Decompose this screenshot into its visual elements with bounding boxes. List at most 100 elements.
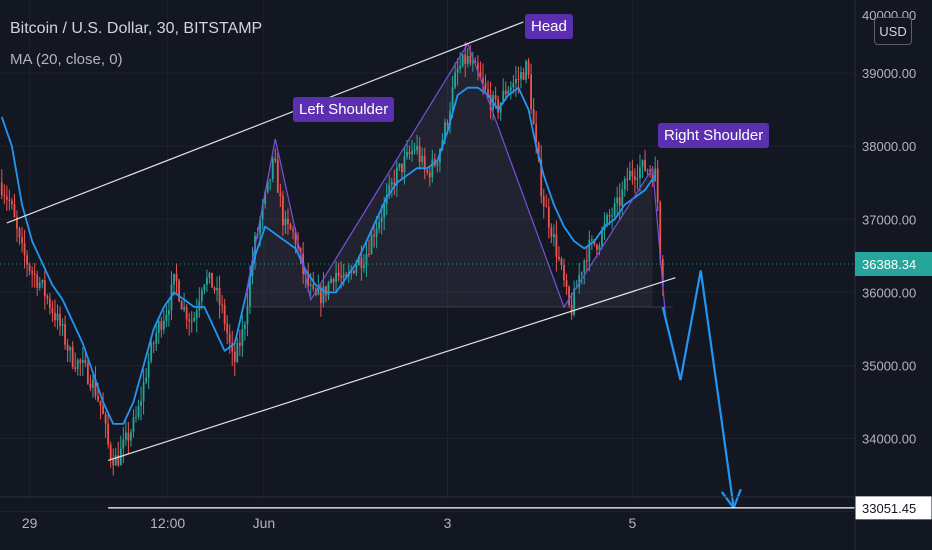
right-shoulder-label: Right Shoulder: [658, 123, 770, 148]
price-tick-label: 39000.00: [862, 66, 916, 81]
candle: [104, 411, 107, 438]
candle: [370, 228, 373, 255]
candle: [94, 366, 97, 400]
candle: [568, 285, 570, 308]
candle: [401, 163, 403, 181]
candle: [21, 227, 23, 253]
candle: [188, 312, 191, 336]
candle: [168, 298, 170, 327]
candle: [130, 428, 132, 447]
candle: [598, 242, 601, 256]
candle-body: [644, 160, 646, 171]
target-price-label: 33051.45: [862, 501, 916, 516]
candle-body: [373, 234, 375, 237]
price-tick-label: 37000.00: [862, 212, 916, 227]
candle: [395, 160, 398, 198]
candle-body: [365, 254, 368, 266]
candle: [71, 341, 74, 370]
candle-body: [271, 158, 274, 180]
candle-body: [104, 414, 107, 424]
pattern-area: [244, 43, 653, 307]
candle: [5, 185, 8, 211]
candle: [43, 270, 46, 310]
currency-button[interactable]: USD: [874, 17, 912, 45]
candle: [423, 147, 426, 180]
candle-body: [175, 273, 178, 281]
candle-body: [157, 321, 160, 334]
candle: [16, 210, 18, 243]
candle-body: [84, 359, 87, 364]
candle: [193, 311, 196, 323]
candle: [59, 306, 61, 336]
candle-body: [621, 189, 624, 206]
candle-body: [469, 56, 472, 64]
candle-body: [26, 255, 28, 265]
candle-body: [216, 287, 218, 291]
candle-body: [246, 306, 249, 325]
candle-body: [461, 54, 464, 67]
candle-body: [497, 99, 500, 113]
candle: [487, 80, 489, 101]
candle: [479, 61, 482, 79]
candle-body: [23, 243, 26, 256]
time-tick-label: 3: [444, 515, 452, 531]
candle-body: [168, 310, 170, 315]
candle-body: [48, 298, 51, 309]
candle: [66, 338, 69, 363]
candle-body: [322, 286, 325, 304]
candle: [588, 230, 591, 272]
candle-body: [145, 377, 148, 383]
candle-body: [269, 179, 272, 181]
candle-body: [33, 273, 36, 275]
candle: [244, 320, 246, 341]
candle-body: [484, 82, 487, 89]
candle-body: [327, 283, 330, 296]
candle: [530, 63, 532, 114]
candle: [152, 340, 155, 354]
candle-body: [16, 217, 18, 229]
candle: [390, 177, 393, 198]
projection-arrowhead: [732, 488, 742, 509]
candle-body: [233, 351, 236, 363]
candle: [228, 324, 231, 354]
candle-body: [623, 178, 626, 190]
candle: [8, 189, 11, 211]
candle: [122, 426, 125, 464]
candle: [560, 256, 563, 270]
candle-body: [626, 178, 629, 181]
time-tick-label: 5: [628, 515, 636, 531]
candle-body: [509, 87, 512, 91]
candle-body: [408, 152, 411, 155]
candle-body: [568, 286, 570, 306]
candle-body: [178, 280, 180, 302]
candle: [157, 315, 160, 345]
candle: [292, 226, 294, 240]
candle: [335, 261, 337, 293]
candle-body: [383, 204, 386, 218]
candle-body: [570, 305, 573, 315]
candle: [654, 156, 657, 182]
candle: [461, 54, 464, 68]
candle-body: [547, 207, 550, 228]
price-tick-label: 38000.00: [862, 139, 916, 154]
candle: [142, 369, 145, 415]
candle: [509, 81, 512, 100]
candle-body: [109, 444, 112, 460]
candle: [81, 346, 84, 376]
candle: [416, 134, 419, 155]
candle: [155, 324, 158, 352]
candle-body: [550, 227, 553, 238]
indicator-label[interactable]: MA (20, close, 0): [10, 51, 123, 68]
candle: [145, 368, 148, 385]
candle: [208, 271, 211, 284]
candle: [502, 78, 505, 104]
candle: [51, 300, 54, 322]
candle: [497, 95, 500, 120]
candle: [540, 145, 543, 204]
candle-body: [456, 68, 459, 73]
candle-body: [596, 244, 598, 250]
channel-upper-line: [6, 21, 524, 224]
candle-body: [8, 199, 11, 202]
